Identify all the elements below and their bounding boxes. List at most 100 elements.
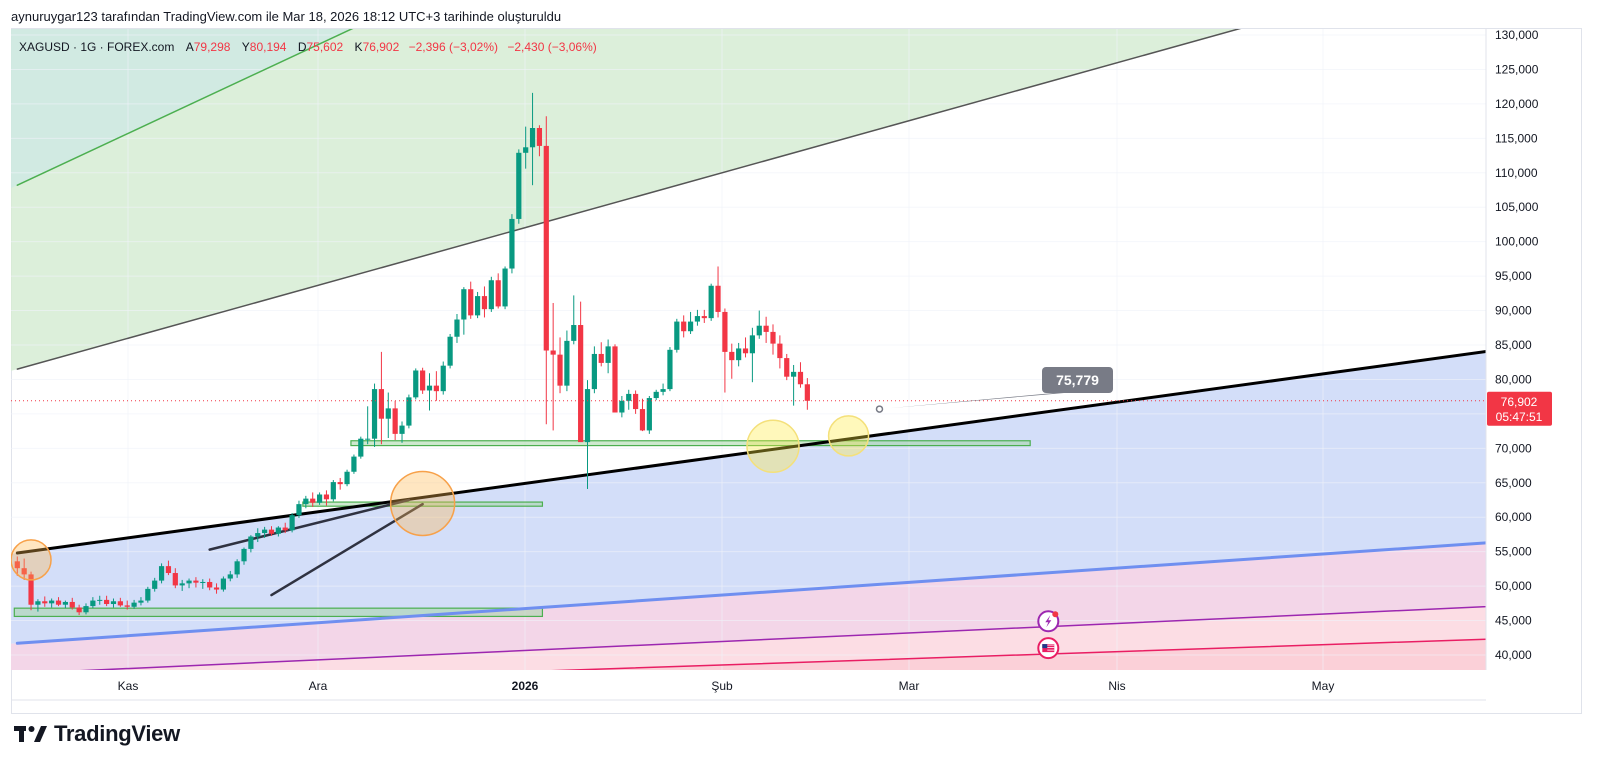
tradingview-wordmark: TradingView [54, 721, 180, 746]
candle [633, 390, 639, 414]
candle [639, 398, 646, 432]
trendline-red-line [551, 638, 1486, 670]
candle [289, 513, 295, 533]
candle-body [110, 601, 117, 605]
y-tick-label: 105,000 [1495, 200, 1539, 214]
candle [385, 392, 391, 438]
grid [11, 29, 1486, 670]
candle [42, 596, 48, 607]
candle [433, 371, 439, 401]
candle-body [523, 147, 529, 153]
candle [481, 286, 488, 318]
candle-body [227, 574, 233, 579]
candle [653, 389, 659, 401]
candle-body [330, 482, 336, 500]
candle [145, 586, 151, 603]
candle-body [536, 128, 543, 146]
candle-body [543, 145, 549, 351]
candle-body [454, 319, 460, 337]
candle-body [371, 389, 378, 439]
legend-low: 75,602 [306, 40, 344, 54]
chart-frame [11, 28, 1582, 714]
candle [756, 310, 762, 339]
candle-body [28, 574, 34, 605]
candle-body [681, 321, 687, 332]
candle-body [365, 438, 371, 440]
candle-body [310, 498, 316, 503]
candle-body [687, 321, 694, 332]
candle [488, 276, 494, 312]
x-tick-label: 2026 [512, 679, 539, 693]
candle-body [117, 601, 123, 606]
candle-body [495, 280, 501, 307]
legend-high-label: Y [241, 40, 250, 54]
x-tick-label: Şub [711, 679, 733, 693]
candle [749, 327, 755, 383]
bar-countdown: 05:47:51 [1496, 410, 1543, 424]
candle [763, 316, 769, 343]
candle [578, 301, 584, 443]
candle [681, 315, 687, 338]
candle-body [742, 348, 749, 354]
candle-body [83, 606, 89, 613]
y-tick-label: 70,000 [1495, 441, 1532, 455]
candle [502, 266, 508, 310]
candle-body [213, 587, 220, 590]
trendline-blue-line [15, 541, 1486, 645]
candle [797, 362, 804, 388]
legend-symbol[interactable]: XAGUSD · 1G · FOREX.com [19, 40, 175, 54]
candle-body [674, 321, 680, 350]
candle [351, 454, 357, 474]
tradingview-brand[interactable]: TradingView [14, 721, 180, 747]
candle [55, 597, 62, 607]
candle-body [646, 398, 652, 431]
candle-body [426, 385, 433, 391]
circle-sub2 [827, 415, 870, 457]
candle [104, 595, 110, 607]
candle [440, 361, 446, 395]
candle [220, 576, 226, 592]
candle-body [736, 348, 742, 361]
candle-body [145, 588, 151, 601]
candle [454, 314, 460, 343]
candle-body [69, 601, 75, 608]
legend-change-2: −2,430 (−3,06%) [507, 40, 597, 54]
candle-body [488, 280, 494, 310]
candle [97, 595, 103, 605]
candle-body [777, 343, 783, 359]
candle [378, 351, 385, 445]
candle-body [584, 389, 591, 443]
legend-open-label: A [185, 40, 194, 54]
candle-body [172, 573, 178, 586]
candle [193, 577, 199, 588]
candle [626, 389, 632, 410]
legend-change: −2,396 (−3,02%) [408, 40, 499, 54]
candle [474, 291, 481, 319]
candle-body [461, 289, 467, 320]
callout-value: 75,779 [1056, 372, 1099, 388]
candle-body [234, 561, 240, 575]
candle [83, 603, 89, 615]
candle [804, 378, 810, 410]
candle-body [701, 316, 707, 319]
candle [165, 560, 172, 576]
candle [117, 597, 123, 607]
candle-body [529, 128, 536, 148]
candle-body [749, 335, 755, 354]
candle-body [708, 285, 714, 319]
candle-body [21, 568, 27, 575]
plot-area [11, 29, 1486, 670]
candle [62, 600, 68, 609]
candle-body [42, 601, 48, 604]
candle-body [804, 384, 810, 401]
flag-canton [1042, 644, 1048, 649]
candle [330, 480, 336, 502]
candle-body [289, 515, 295, 531]
candle-body [337, 482, 343, 485]
candle [213, 583, 220, 594]
candle [138, 597, 144, 606]
y-tick-label: 125,000 [1495, 62, 1539, 76]
trendline-gray-channel-mid [16, 29, 1242, 370]
candle-body [578, 325, 584, 443]
